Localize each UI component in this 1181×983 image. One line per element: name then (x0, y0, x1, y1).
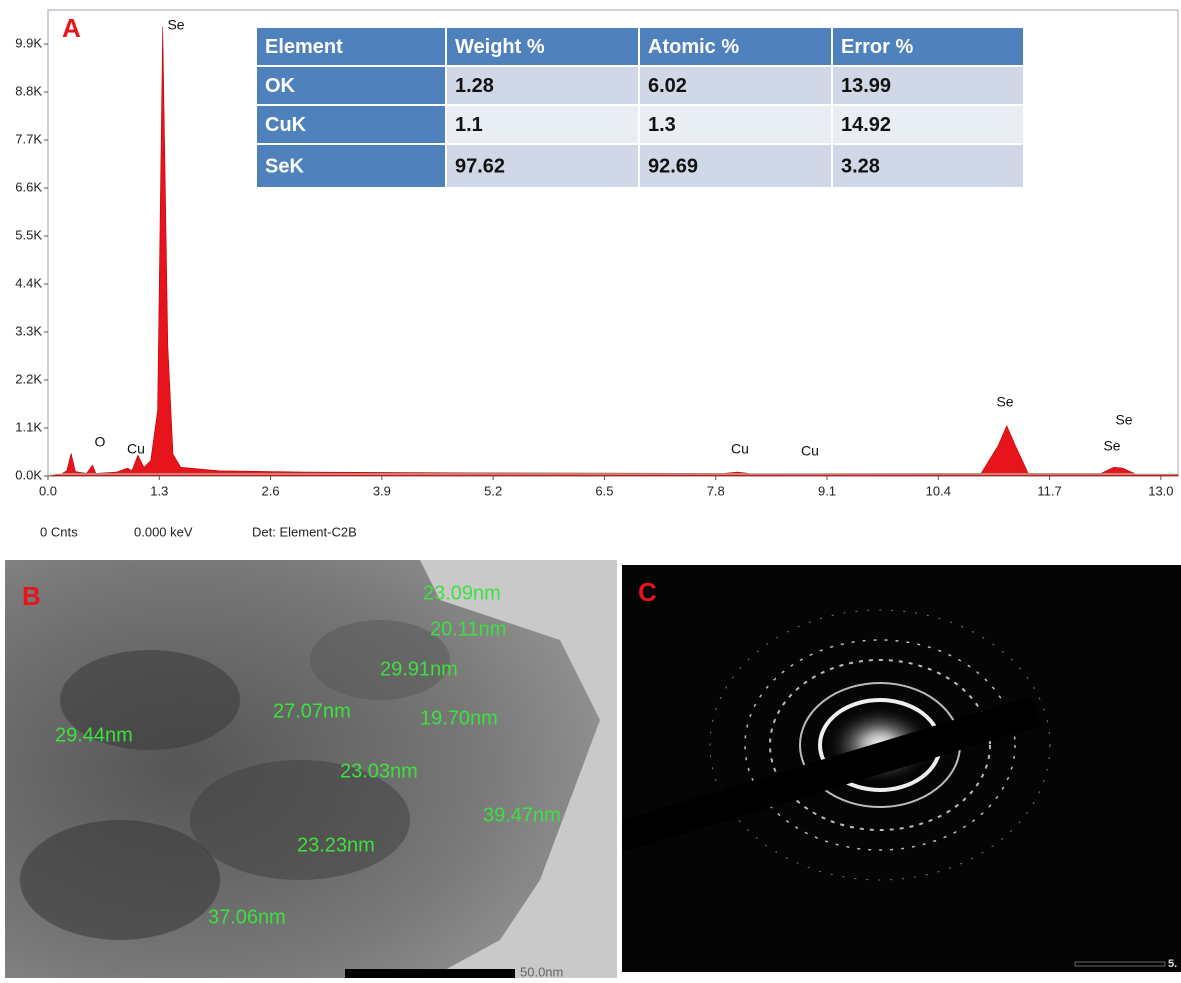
table-text: 97.62 (455, 155, 505, 177)
table-text: 6.02 (648, 75, 687, 97)
peak-label: Cu (801, 443, 819, 459)
y-tick-label: 8.8K (15, 83, 42, 98)
x-tick-label: 7.8 (707, 483, 725, 498)
peak-label: O (95, 434, 106, 450)
y-tick-label: 9.9K (15, 35, 42, 50)
y-tick-label: 0.0K (15, 467, 42, 482)
table-header: Element (265, 36, 343, 58)
peak-label: Se (1103, 438, 1120, 454)
scale-label: 50.0nm (520, 964, 563, 978)
y-tick-label: 1.1K (15, 419, 42, 434)
x-tick-label: 3.9 (373, 483, 391, 498)
saed-image (622, 565, 1181, 972)
tem-image (5, 560, 617, 978)
peak-label: Cu (731, 441, 749, 457)
y-tick-label: 2.2K (15, 371, 42, 386)
status-text: 0 Cnts (40, 524, 78, 539)
y-tick-label: 7.7K (15, 131, 42, 146)
measurement-label: 37.06nm (208, 906, 286, 928)
panel-label: B (22, 581, 41, 611)
y-tick-label: 5.5K (15, 227, 42, 242)
panel-label: A (62, 13, 81, 43)
table-header: Atomic % (648, 36, 739, 58)
measurement-label: 29.91nm (380, 658, 458, 680)
peak-label: Se (167, 17, 184, 33)
measurement-label: 29.44nm (55, 724, 133, 746)
x-tick-label: 1.3 (150, 483, 168, 498)
table-text: OK (265, 75, 296, 97)
scale-label: 5. (1168, 958, 1177, 970)
table-text: SeK (265, 155, 304, 177)
table-text: 14.92 (841, 114, 891, 136)
status-text: 0.000 keV (134, 524, 193, 539)
x-tick-label: 10.4 (926, 483, 951, 498)
status-text: Det: Element-C2B (252, 524, 357, 539)
table-text: 3.28 (841, 155, 880, 177)
x-tick-label: 6.5 (595, 483, 613, 498)
x-tick-label: 5.2 (484, 483, 502, 498)
measurement-label: 19.70nm (420, 707, 498, 729)
x-tick-label: 13.0 (1148, 483, 1173, 498)
measurement-label: 23.03nm (340, 760, 418, 782)
y-tick-label: 3.3K (15, 323, 42, 338)
table-text: 92.69 (648, 155, 698, 177)
measurement-label: 20.11nm (430, 618, 506, 640)
peak-label: Se (996, 394, 1013, 410)
measurement-label: 23.09nm (423, 582, 501, 604)
table-header: Weight % (455, 36, 545, 58)
panel-label: C (638, 577, 657, 607)
measurement-label: 27.07nm (273, 700, 351, 722)
table-text: 1.28 (455, 75, 494, 97)
x-tick-label: 9.1 (818, 483, 836, 498)
table-text: 13.99 (841, 75, 891, 97)
table-header: Error % (841, 36, 913, 58)
table-text: CuK (265, 114, 307, 136)
x-tick-label: 11.7 (1037, 483, 1061, 498)
peak-label: Cu (127, 441, 145, 457)
table-text: 1.3 (648, 114, 676, 136)
table-text: 1.1 (455, 114, 483, 136)
figure: A 0 Cnts 0.000 keV Det: Element-C2B B 50.0… (0, 0, 1181, 978)
y-tick-label: 4.4K (15, 275, 42, 290)
x-tick-label: 2.6 (262, 483, 280, 498)
peak-label: Se (1115, 412, 1132, 428)
measurement-label: 39.47nm (483, 804, 561, 826)
x-tick-label: 0.0 (39, 483, 57, 498)
y-tick-label: 6.6K (15, 179, 42, 194)
measurement-label: 23.23nm (297, 834, 375, 856)
